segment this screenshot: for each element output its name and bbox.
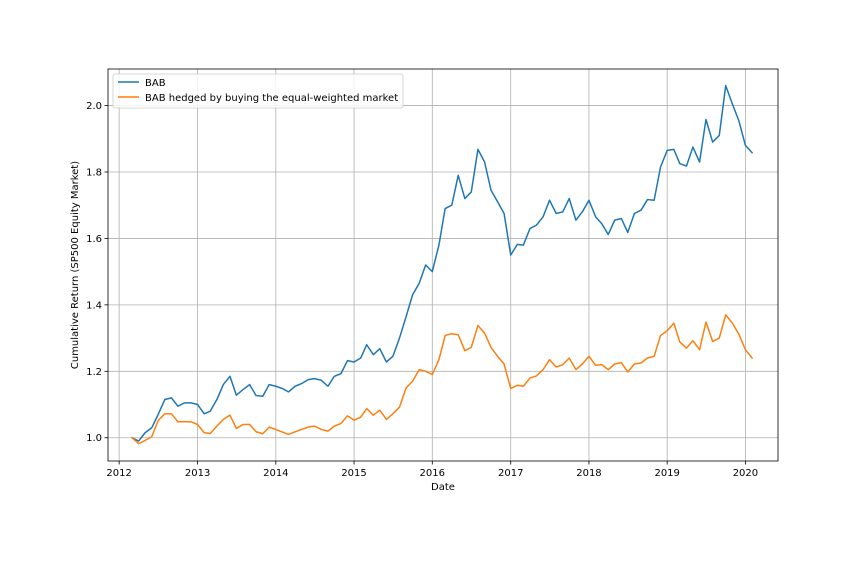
y-tick-label: 1.2: [86, 367, 102, 378]
y-axis-title: Cumulative Return (SP500 Equity Market): [70, 161, 81, 369]
x-axis-title: Date: [431, 482, 455, 493]
x-tick-label: 2019: [654, 468, 679, 479]
y-axis-ticks: 1.0 1.2 1.4 1.6 1.8 2.0: [86, 101, 108, 444]
series-line-bab-hedged: [130, 314, 754, 445]
x-tick-label: 2018: [576, 468, 601, 479]
plot-frame: [107, 68, 779, 462]
y-tick-label: 1.8: [86, 167, 102, 178]
grid: [108, 69, 778, 461]
legend-label-bab: BAB: [145, 78, 166, 89]
legend-box: [112, 73, 404, 109]
y-tick-label: 1.0: [86, 433, 102, 444]
y-tick-label: 1.6: [86, 234, 102, 245]
x-tick-label: 2015: [341, 468, 366, 479]
x-axis-ticks: 2012 2013 2014 2015 2016 2017 2018 2019 2020: [106, 461, 758, 479]
series-lines: [130, 84, 754, 445]
x-tick-label: 2020: [733, 468, 758, 479]
y-tick-label: 2.0: [86, 101, 102, 112]
x-tick-label: 2017: [498, 468, 523, 479]
x-tick-label: 2013: [185, 468, 210, 479]
legend-label-bab-hedged: BAB hedged by buying the equal-weighted …: [145, 93, 398, 104]
legend: BAB BAB hedged by buying the equal-weigh…: [112, 73, 404, 109]
x-tick-label: 2014: [263, 468, 288, 479]
series-line-bab: [131, 84, 754, 442]
x-tick-label: 2012: [106, 468, 131, 479]
x-tick-label: 2016: [420, 468, 445, 479]
y-tick-label: 1.4: [86, 300, 102, 311]
